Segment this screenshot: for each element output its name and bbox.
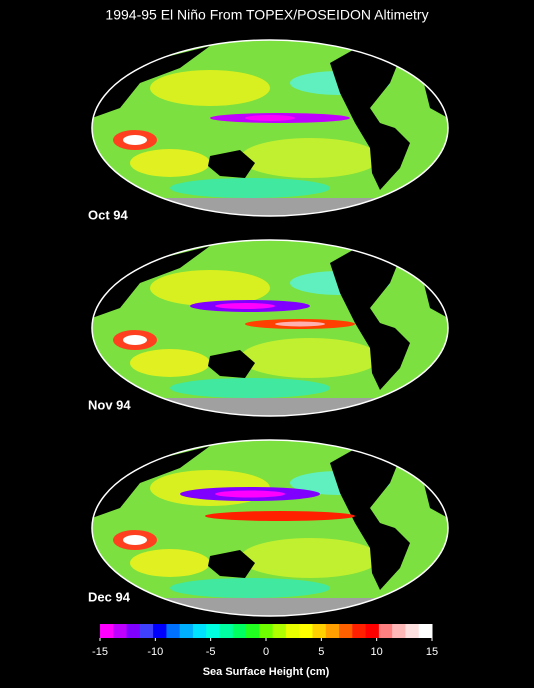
panel-label: Nov 94 [88,397,131,412]
colorbar-swatch [192,624,207,638]
colorbar-tick-label: -5 [206,646,216,658]
colorbar-swatch [153,624,167,638]
colorbar-tick-label: 10 [371,646,383,658]
colorbar-tick-label: 0 [263,646,269,658]
colorbar-tick-label: 15 [426,646,438,658]
colorbar-swatch [299,624,313,638]
map-panel [90,238,450,418]
colorbar-swatch [166,624,181,638]
colorbar-swatch [339,624,353,638]
colorbar-swatch [219,624,234,638]
colorbar-swatch [285,624,300,638]
colorbar-swatch [126,624,141,638]
colorbar-label: Sea Surface Height (cm) [203,666,330,678]
colorbar-tick-label: -10 [147,646,163,658]
colorbar-swatch [405,624,420,638]
colorbar-swatch [272,624,287,638]
map-panel [90,38,450,218]
colorbar-swatch [139,624,154,638]
colorbar-swatch [206,624,221,638]
map-panel [90,438,450,618]
colorbar-swatch [325,624,340,638]
title: 1994-95 El Niño From TOPEX/POSEIDON Alti… [105,7,428,23]
colorbar-swatch [352,624,367,638]
colorbar-swatch [378,624,393,638]
panel-label: Dec 94 [88,589,131,604]
colorbar-swatch [113,624,128,638]
colorbar-swatch [232,624,247,638]
colorbar-swatch [100,624,114,638]
colorbar-swatch [259,624,274,638]
colorbar-swatch [312,624,327,638]
colorbar-tick-label: -15 [92,646,108,658]
colorbar-swatch [392,624,406,638]
colorbar-tick-label: 5 [318,646,324,658]
colorbar-swatch [179,624,194,638]
colorbar-swatch [365,624,380,638]
colorbar-swatch [418,624,433,638]
colorbar-swatch [246,624,260,638]
panel-label: Oct 94 [88,207,129,222]
